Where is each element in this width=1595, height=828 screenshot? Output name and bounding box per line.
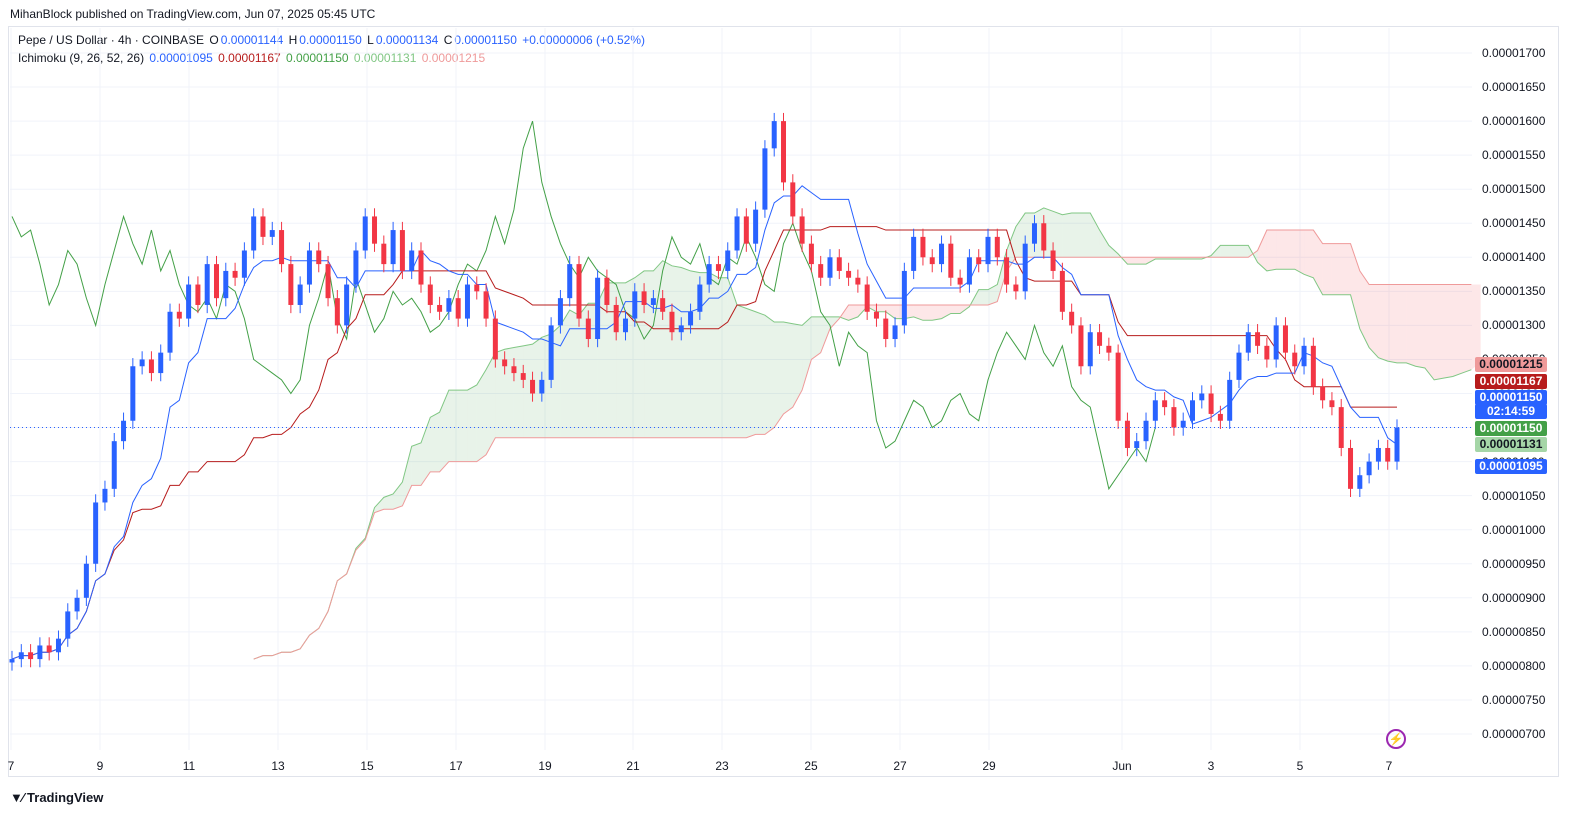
price-tick-label: 0.00001600 xyxy=(1482,114,1546,129)
close-label: C xyxy=(443,33,453,47)
time-tick-label: 15 xyxy=(360,759,374,773)
time-tick-label: 17 xyxy=(449,759,463,773)
brand-name: TradingView xyxy=(27,790,104,805)
open-label: O xyxy=(209,33,219,47)
time-tick-label: 5 xyxy=(1296,759,1304,773)
tenkan-value: 0.00001095 xyxy=(149,51,213,65)
price-tick-label: 0.00001400 xyxy=(1482,250,1546,265)
time-tick-label: 3 xyxy=(1207,759,1215,773)
kijun-value: 0.00001167 xyxy=(218,51,281,65)
price-tick-label: 0.00001350 xyxy=(1482,284,1546,299)
time-tick-label: 13 xyxy=(271,759,285,773)
time-tick-label: 29 xyxy=(982,759,996,773)
bolt-icon[interactable]: ⚡ xyxy=(1386,729,1406,749)
chart-frame xyxy=(8,26,1559,777)
price-tick-label: 0.00000950 xyxy=(1482,556,1546,571)
time-tick-label: 7 xyxy=(1385,759,1393,773)
symbol-legend: Pepe / US Dollar · 4h · COINBASE O 0.0000… xyxy=(18,33,647,47)
price-tick-label: 0.00001300 xyxy=(1482,318,1546,333)
time-tick-label: 25 xyxy=(804,759,818,773)
price-tick-label: 0.00001650 xyxy=(1482,80,1546,95)
price-tick-label: 0.00001700 xyxy=(1482,46,1546,60)
time-tick-label: 19 xyxy=(538,759,552,773)
time-tick-label: 7 xyxy=(7,759,15,773)
price-tick-label: 0.00001500 xyxy=(1482,182,1546,197)
price-tag: 0.00001150 xyxy=(1475,421,1547,436)
span-a-value: 0.00001131 xyxy=(353,51,417,65)
time-tick-label: 21 xyxy=(626,759,640,773)
low-value: 0.00001134 xyxy=(375,33,439,47)
time-tick-label: 9 xyxy=(96,759,104,773)
published-header: MihanBlock published on TradingView.com,… xyxy=(10,7,376,21)
price-tick-label: 0.00001450 xyxy=(1482,216,1546,231)
price-tag: 02:14:59 xyxy=(1475,404,1547,419)
price-tick-label: 0.00001050 xyxy=(1482,488,1546,503)
time-tick-label: 23 xyxy=(715,759,729,773)
high-value: 0.00001150 xyxy=(299,33,362,47)
span-b-value: 0.00001215 xyxy=(421,51,486,65)
time-tick-label: Jun xyxy=(1112,759,1132,773)
price-tick-label: 0.00001000 xyxy=(1482,522,1546,537)
low-label: L xyxy=(367,33,374,47)
price-tag: 0.00001131 xyxy=(1475,437,1547,452)
price-tag: 0.00001215 xyxy=(1475,357,1547,372)
change-value: +0.00000006 (+0.52%) xyxy=(522,33,645,47)
chikou-value: 0.00001150 xyxy=(286,51,349,65)
tradingview-logo-icon: ▼⁄ xyxy=(10,790,24,805)
indicator-legend: Ichimoku (9, 26, 52, 26) 0.00001095 0.00… xyxy=(18,51,487,65)
price-tick-label: 0.00000800 xyxy=(1482,658,1546,673)
footer-brand: ▼⁄ TradingView xyxy=(10,790,103,805)
price-tick-label: 0.00000700 xyxy=(1482,727,1546,741)
price-tick-label: 0.00000900 xyxy=(1482,590,1546,605)
time-tick-label: 11 xyxy=(182,759,196,773)
open-value: 0.00001144 xyxy=(220,33,284,47)
high-label: H xyxy=(288,33,298,47)
price-tag: 0.00001095 xyxy=(1475,459,1547,474)
price-tick-label: 0.00000850 xyxy=(1482,624,1546,639)
close-value: 0.00001150 xyxy=(454,33,517,47)
symbol-name[interactable]: Pepe / US Dollar · 4h · COINBASE xyxy=(18,33,205,47)
price-tag: 0.00001167 xyxy=(1475,374,1547,389)
time-tick-label: 27 xyxy=(893,759,907,773)
price-tick-label: 0.00001550 xyxy=(1482,148,1546,163)
price-tag: 0.00001150 xyxy=(1475,390,1547,405)
indicator-name[interactable]: Ichimoku (9, 26, 52, 26) xyxy=(18,51,145,65)
price-tick-label: 0.00000750 xyxy=(1482,692,1546,707)
